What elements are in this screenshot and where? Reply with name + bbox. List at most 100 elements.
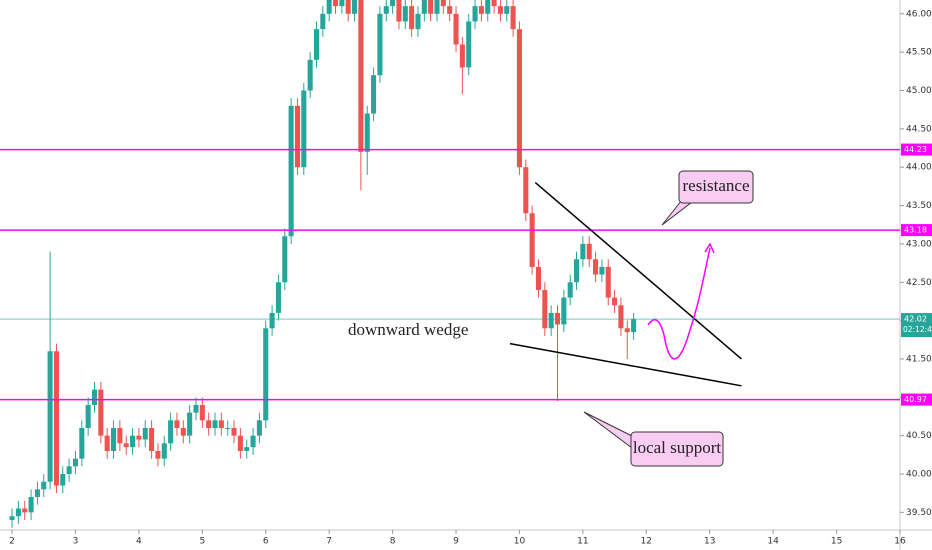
candle-body [358, 0, 364, 152]
x-tick-label: 8 [390, 537, 396, 547]
y-tick-label: 40.50 [906, 431, 932, 441]
candle-body [567, 282, 573, 298]
candle-body [72, 458, 79, 467]
x-tick-label: 4 [136, 537, 142, 547]
candle-body [53, 351, 59, 486]
resistance-callout: resistance [661, 170, 754, 226]
candle-body [91, 389, 98, 405]
candle-body [345, 0, 351, 14]
last-price-label: 42.02 [904, 315, 927, 324]
x-tick-label: 11 [577, 537, 588, 547]
candle-body [149, 427, 155, 451]
candle-body [47, 351, 53, 482]
support-callout: local support [583, 411, 724, 467]
candle-body [466, 21, 472, 68]
callout-box [678, 170, 754, 204]
candle-body [320, 13, 326, 30]
candle-body [472, 6, 478, 22]
candle-body [478, 6, 484, 14]
candle-body [212, 420, 218, 428]
candle-body [60, 474, 66, 486]
candle-body [22, 508, 28, 513]
candle-body [123, 443, 129, 448]
candle-body [612, 297, 618, 306]
y-tick-label: 41.50 [906, 354, 932, 364]
candle-body [516, 29, 522, 168]
candle-body [9, 516, 15, 521]
candle-body [256, 420, 262, 436]
candle-body [599, 266, 605, 275]
candle-body [288, 105, 294, 237]
candle-body [269, 312, 275, 329]
candle-body [573, 259, 580, 283]
candle-body [161, 443, 167, 459]
candle-body [294, 105, 300, 168]
level-tag [901, 143, 932, 156]
candle-body [187, 412, 193, 436]
candle-body [529, 213, 535, 267]
candle-body [618, 305, 624, 329]
y-tick-label: 40.00 [906, 470, 932, 480]
projection-arrow [704, 242, 715, 254]
candle-body [193, 404, 199, 413]
y-tick-label: 43.50 [906, 201, 932, 211]
candle-body [491, 0, 497, 7]
candle-body [218, 420, 224, 428]
candle-body [586, 243, 592, 260]
x-tick-label: 7 [326, 537, 332, 547]
candle-body [282, 236, 288, 283]
candle-body [624, 328, 630, 333]
candle-body [542, 289, 548, 329]
y-tick-label: 44.50 [906, 124, 932, 134]
candle-body [231, 427, 237, 436]
y-tick-label: 44.00 [906, 163, 932, 173]
candle-body [28, 497, 34, 513]
candle-body [98, 389, 104, 436]
candle-body [34, 489, 40, 498]
candle-body [326, 0, 332, 14]
candle-body [377, 13, 383, 76]
x-tick-label: 16 [894, 537, 906, 547]
x-tick-label: 2 [9, 537, 15, 547]
candle-body [535, 266, 542, 290]
level-tag [901, 224, 932, 237]
x-tick-label: 5 [199, 537, 205, 547]
x-tick-label: 9 [453, 537, 459, 547]
candle-body [110, 427, 117, 451]
candle-body [206, 420, 212, 428]
candle-body [440, 0, 446, 7]
candle-body [415, 13, 421, 30]
candle-body [352, 0, 358, 14]
candle-body [631, 319, 637, 333]
y-tick-label: 46.00 [906, 9, 932, 19]
y-tick-label: 39.50 [906, 508, 932, 518]
candle-body [434, 0, 440, 14]
trendline [534, 181, 742, 360]
annotation: downward wedge [348, 320, 468, 339]
candle-body [313, 29, 320, 60]
candle-body [409, 6, 415, 30]
candle-body [263, 328, 269, 421]
y-tick-label: 45.50 [906, 48, 932, 58]
candle-body [396, 0, 402, 22]
x-tick-label: 13 [704, 537, 715, 547]
candle-body [180, 427, 186, 436]
level-label: 40.97 [904, 395, 927, 404]
x-tick-label: 10 [514, 537, 526, 547]
candle-body [459, 44, 465, 68]
candle-body [554, 312, 561, 325]
candle-body [142, 427, 148, 440]
trendline [509, 342, 742, 387]
countdown: 02:12:48 [903, 325, 932, 334]
candle-body [453, 13, 459, 45]
candle-body [244, 447, 250, 451]
plot-area [0, 0, 900, 528]
candle-body [390, 0, 396, 7]
candle-body [510, 6, 516, 30]
candle-body [155, 450, 161, 459]
candle-body [168, 420, 174, 444]
candle-body [371, 75, 377, 114]
candle-body [104, 435, 110, 451]
callout-box [630, 431, 724, 467]
candle-body [421, 0, 427, 14]
